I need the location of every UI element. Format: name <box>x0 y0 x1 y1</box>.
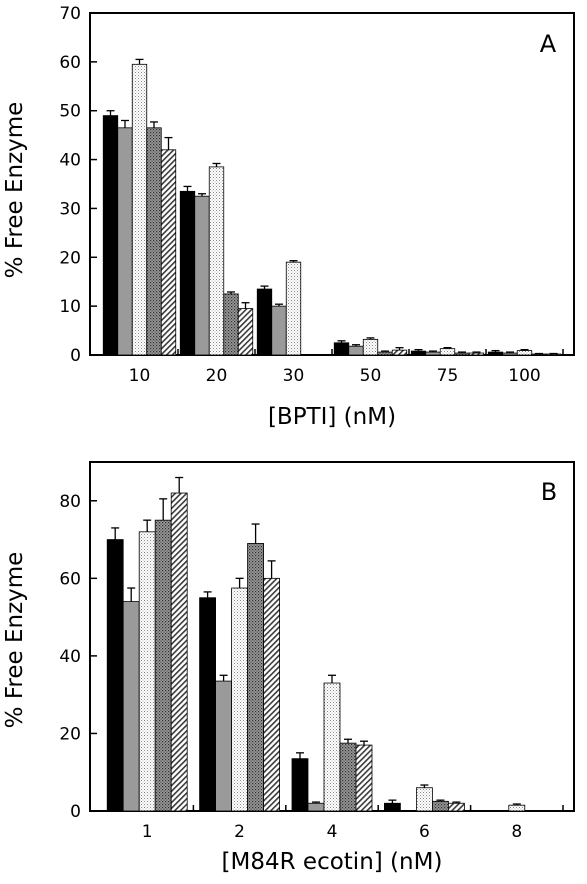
x-tick-label: 30 <box>283 366 305 386</box>
bars-b <box>106 476 526 812</box>
bar <box>508 804 526 812</box>
bar <box>355 744 373 812</box>
x-tick-label: 10 <box>129 366 151 386</box>
bar <box>208 166 225 356</box>
bar <box>410 350 427 356</box>
x-tick-label: 1 <box>142 822 153 842</box>
bar <box>237 308 254 356</box>
y-tick-label: 20 <box>59 724 81 744</box>
bar <box>339 742 357 812</box>
x-tick-label: 2 <box>234 822 245 842</box>
y-tick-label: 40 <box>59 647 81 667</box>
bar <box>154 519 172 812</box>
bar <box>122 601 140 812</box>
bar <box>487 351 504 356</box>
panel-label-a: A <box>540 30 557 58</box>
y-tick-label: 50 <box>59 102 81 122</box>
y-tick-label: 10 <box>59 297 81 317</box>
x-tick-label: 50 <box>360 366 382 386</box>
bar <box>391 349 408 356</box>
bar <box>415 787 433 812</box>
panel-a: 0 10 20 30 40 50 60 70 10 20 30 50 75 100 A [BPTI] (… <box>2 4 575 430</box>
panel-b: 0 20 40 60 80 1 2 4 6 8 B [M84R ecotin] (nM) % F… <box>2 461 575 875</box>
y-axis-ticks-b: 0 20 40 60 80 <box>59 492 97 822</box>
bar <box>348 345 364 356</box>
bar <box>146 127 162 356</box>
bar <box>454 352 470 356</box>
bar <box>179 190 196 356</box>
y-axis-title-b: % Free Enzyme <box>2 552 28 729</box>
bar <box>247 543 265 812</box>
bar <box>223 293 239 356</box>
x-axis-ticks-b: 1 2 4 6 8 <box>142 805 564 842</box>
y-tick-label: 70 <box>59 4 81 24</box>
bar <box>468 352 485 356</box>
bar <box>231 587 249 812</box>
y-tick-label: 0 <box>70 802 81 822</box>
y-tick-label: 30 <box>59 199 81 219</box>
bar <box>271 305 287 356</box>
y-axis-ticks-a: 0 10 20 30 40 50 60 70 <box>59 4 97 366</box>
bar <box>323 682 341 812</box>
bar <box>285 261 302 356</box>
y-tick-label: 20 <box>59 248 81 268</box>
x-tick-label: 100 <box>508 366 540 386</box>
y-tick-label: 60 <box>59 569 81 589</box>
bar <box>170 492 188 812</box>
bar <box>263 577 281 812</box>
y-tick-label: 40 <box>59 151 81 171</box>
bar <box>138 531 156 812</box>
x-tick-label: 8 <box>511 822 522 842</box>
bar <box>256 288 273 356</box>
bar <box>502 352 518 356</box>
x-tick-label: 6 <box>419 822 430 842</box>
y-tick-label: 60 <box>59 53 81 73</box>
bar <box>333 342 350 356</box>
bar <box>102 115 119 356</box>
bar <box>377 351 393 356</box>
bar <box>383 802 401 812</box>
bar <box>431 800 449 812</box>
panel-label-b: B <box>541 478 557 506</box>
y-tick-label: 80 <box>59 492 81 512</box>
x-axis-title-b: [M84R ecotin] (nM) <box>222 849 443 875</box>
bar <box>439 348 456 356</box>
bar <box>117 127 133 356</box>
x-tick-label: 20 <box>206 366 228 386</box>
x-tick-label: 4 <box>327 822 338 842</box>
bar <box>106 539 124 812</box>
bar <box>447 802 465 812</box>
bar <box>291 758 309 812</box>
y-axis-title-a: % Free Enzyme <box>2 102 28 279</box>
x-axis-ticks-a: 10 20 30 50 75 100 <box>129 349 564 386</box>
bar <box>160 149 177 356</box>
bar <box>362 338 379 356</box>
bar <box>199 597 217 812</box>
x-tick-label: 75 <box>437 366 459 386</box>
bar <box>131 63 148 356</box>
y-tick-label: 0 <box>70 346 81 366</box>
bar <box>516 350 533 356</box>
bar <box>307 802 325 812</box>
x-axis-title-a: [BPTI] (nM) <box>268 404 396 430</box>
bars-a <box>102 58 562 356</box>
bar <box>194 195 210 356</box>
bar <box>215 680 233 812</box>
bar <box>425 351 441 356</box>
